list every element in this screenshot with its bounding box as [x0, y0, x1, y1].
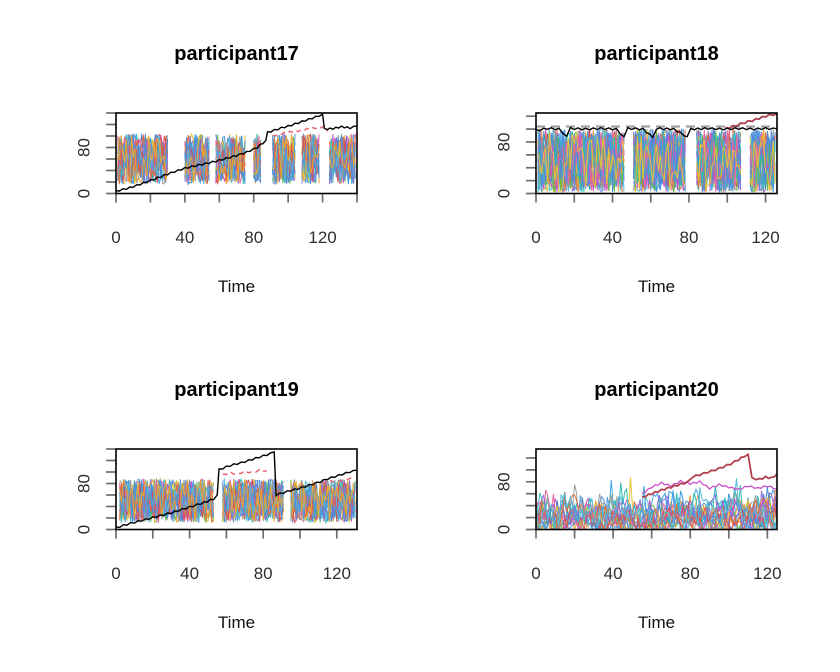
plot-box: [115, 112, 358, 195]
y-tick-label: 0: [75, 189, 94, 198]
panel-participant17: participant17 0 40 80 120 0 80 Time: [0, 0, 420, 336]
red-dashed-line: [272, 125, 329, 137]
x-tick-label: 40: [603, 228, 622, 247]
noise-series-line: [537, 129, 625, 194]
y-tick-label: 80: [494, 472, 513, 491]
noise-series-line: [290, 478, 356, 522]
plot-box: [115, 448, 358, 531]
panel-title: participant18: [594, 43, 719, 65]
panel-participant19: participant19 0 40 80 120 0 80 Time: [0, 336, 420, 672]
noise-series-line: [253, 143, 261, 174]
plot-area-participant18: 0 40 80 120 0 80: [494, 112, 780, 247]
y-tick-label: 0: [495, 525, 514, 534]
plot-box: [535, 112, 778, 195]
x-tick-label: 40: [604, 564, 623, 583]
x-tick-label: 0: [111, 564, 120, 583]
x-tick-label: 80: [681, 564, 700, 583]
x-tick-label: 0: [111, 228, 120, 247]
noise-series-line: [272, 133, 296, 185]
noise-series-line: [222, 478, 284, 522]
noise-series-line: [633, 129, 686, 192]
panel-participant18: participant18 0 40 80 120 0 80 Time: [420, 0, 840, 336]
noise-series-line: [535, 490, 778, 530]
x-axis-title: Time: [217, 613, 256, 632]
y-tick-label: 80: [75, 474, 94, 493]
x-tick-label: 0: [531, 564, 540, 583]
magenta-line: [641, 479, 778, 494]
noise-series-line: [749, 135, 776, 192]
x-tick-label: 120: [753, 564, 781, 583]
noise-series-line: [537, 129, 625, 192]
x-axis-title: Time: [637, 277, 676, 296]
x-tick-label: 0: [531, 228, 540, 247]
plot-area-participant17: 0 40 80 120 0 80: [75, 112, 358, 247]
noise-series-line: [696, 147, 742, 193]
x-axis-title: Time: [637, 613, 676, 632]
noise-series-line: [749, 128, 776, 186]
x-tick-label: 80: [680, 228, 699, 247]
x-tick-label: 120: [323, 564, 351, 583]
x-tick-label: 80: [254, 564, 273, 583]
noise-series-line: [184, 134, 210, 184]
dark-red-line: [725, 112, 778, 130]
noise-series-line: [119, 478, 214, 523]
panel-participant20: participant20 0 40 80 120 0 80 Time: [420, 336, 840, 672]
noise-series-line: [184, 133, 210, 181]
red-dashed-line: [222, 468, 267, 476]
x-tick-label: 120: [751, 228, 779, 247]
x-tick-label: 120: [308, 228, 336, 247]
noise-series-line: [253, 137, 262, 176]
noise-series-line: [329, 137, 356, 170]
noise-series-line: [290, 479, 356, 522]
plot-box: [535, 448, 778, 531]
noise-series-line: [535, 484, 778, 531]
y-tick-label: 80: [75, 138, 94, 157]
noise-series-line: [272, 133, 296, 180]
plot-area-participant20: 0 40 80 120 0 80: [494, 448, 782, 583]
x-tick-label: 40: [180, 564, 199, 583]
noise-series-line: [749, 129, 776, 188]
x-tick-label: 40: [175, 228, 194, 247]
noise-series-line: [537, 131, 625, 193]
noise-series-line: [301, 134, 320, 182]
x-tick-label: 80: [244, 228, 263, 247]
noise-series-line: [117, 134, 169, 184]
black-step-line: [115, 450, 358, 529]
panel-title: participant17: [174, 43, 299, 65]
black-step-line: [115, 112, 358, 192]
panel-title: participant20: [594, 379, 719, 401]
noise-series-line: [633, 135, 686, 193]
panel-title: participant19: [174, 379, 299, 401]
noise-series-line: [215, 134, 246, 185]
y-tick-label: 0: [75, 525, 94, 534]
plot-area-participant19: 0 40 80 120 0 80: [75, 448, 358, 583]
x-axis-title: Time: [217, 277, 256, 296]
noise-series-line: [696, 139, 742, 190]
y-tick-label: 0: [495, 189, 514, 198]
y-tick-label: 80: [494, 133, 513, 152]
black-step-line: [535, 126, 778, 139]
dark-red-line: [641, 452, 778, 498]
